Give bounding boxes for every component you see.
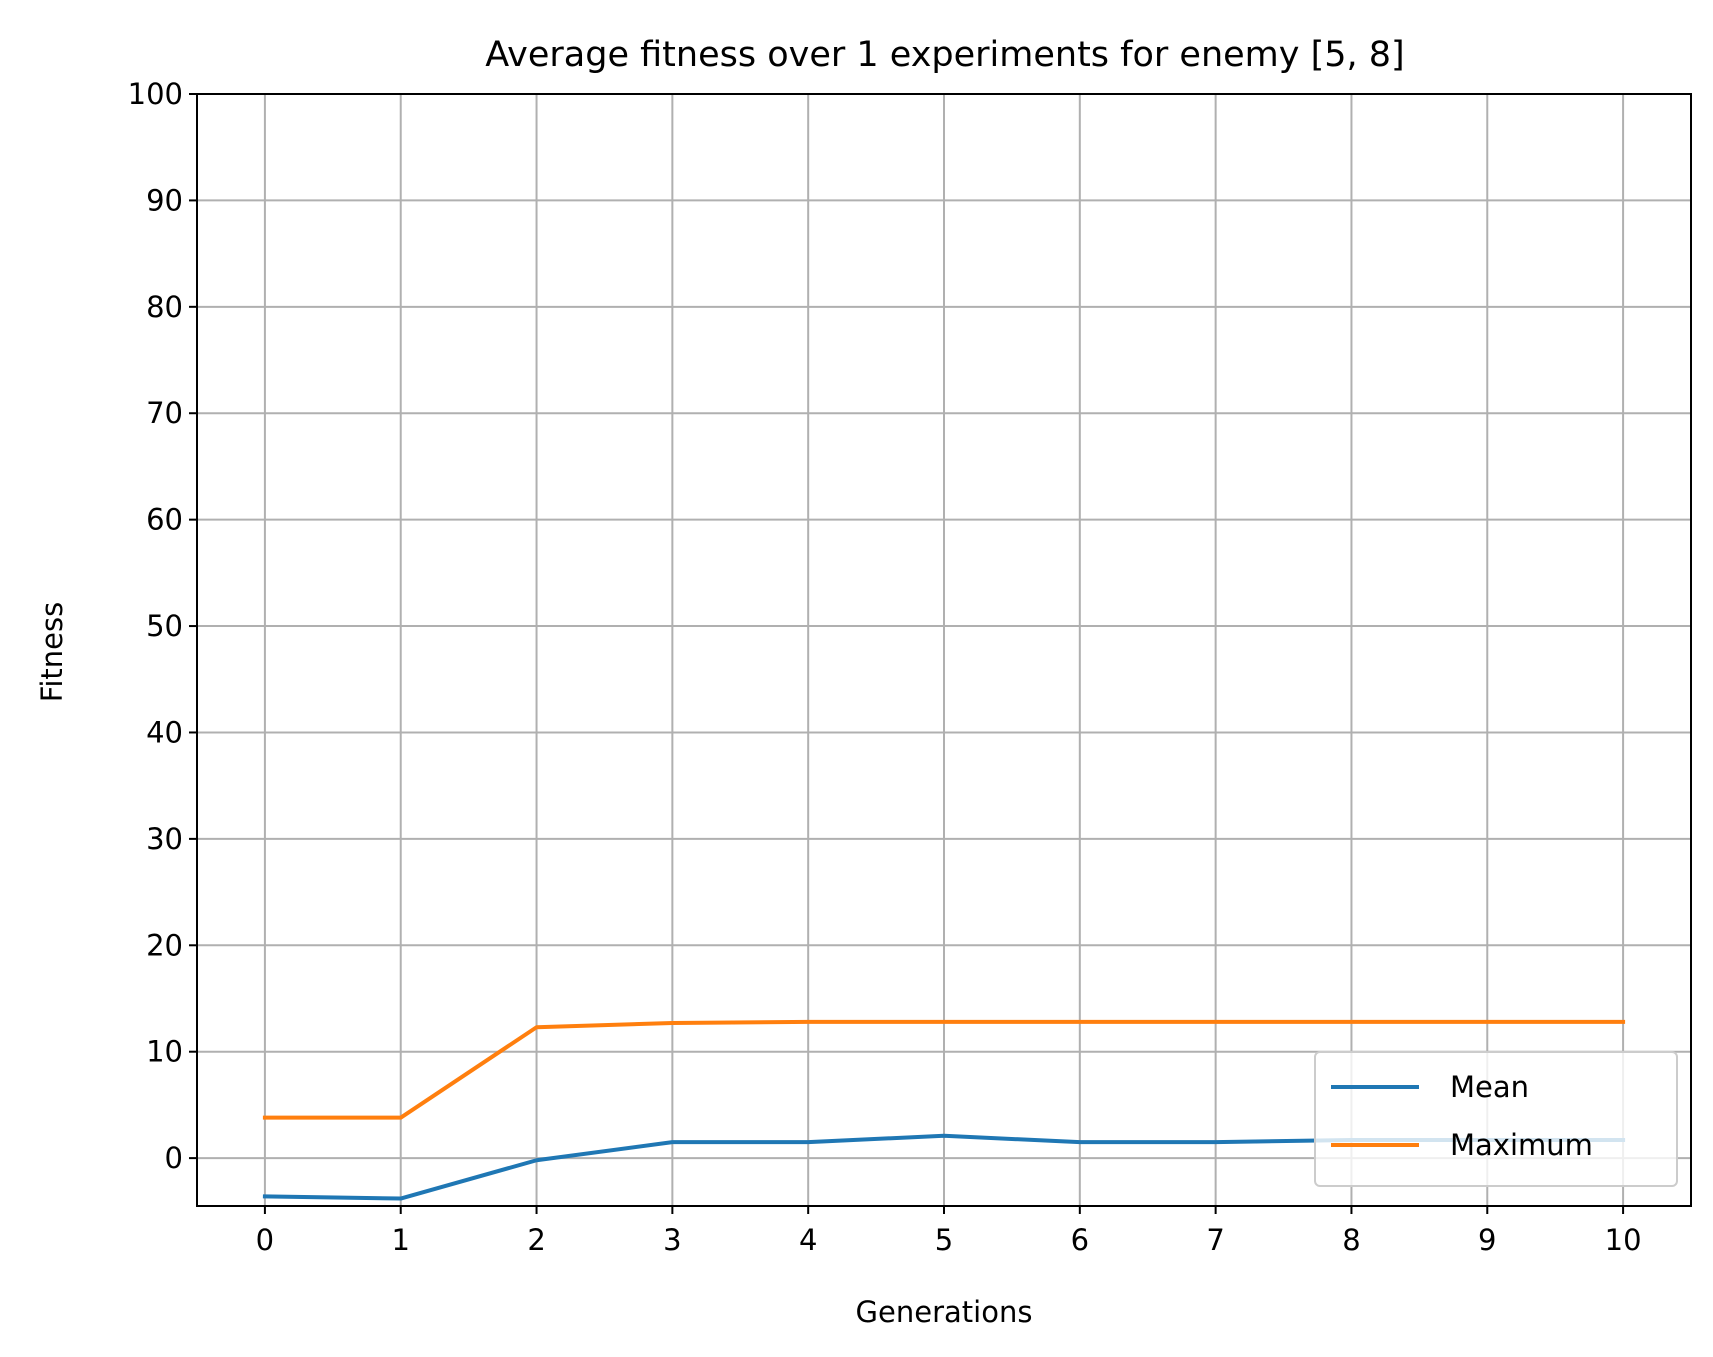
- legend-label: Mean: [1450, 1070, 1529, 1104]
- legend: Mean Maximum: [1314, 1051, 1678, 1187]
- y-tick-label: 40: [146, 715, 183, 749]
- y-tick-label: 80: [146, 290, 183, 324]
- y-axis-ticks: 0 10 20 30 40 50 60 70 80 90 100: [128, 77, 197, 1175]
- x-tick-label: 8: [1342, 1223, 1360, 1257]
- x-tick-label: 1: [392, 1223, 410, 1257]
- series-line-maximum: [262, 1019, 1626, 1120]
- x-tick-label: 10: [1605, 1223, 1642, 1257]
- x-tick-label: 5: [935, 1223, 953, 1257]
- y-tick-label: 60: [146, 503, 183, 537]
- y-tick-label: 20: [146, 928, 183, 962]
- x-tick-label: 7: [1206, 1223, 1224, 1257]
- y-tick-label: 50: [146, 609, 183, 643]
- legend-label: Maximum: [1450, 1128, 1593, 1162]
- y-axis-label: Fitness: [35, 602, 69, 702]
- x-axis-label: Generations: [856, 1295, 1033, 1329]
- y-tick-label: 90: [146, 183, 183, 217]
- y-tick-label: 30: [146, 822, 183, 856]
- y-tick-label: 100: [128, 77, 183, 111]
- x-tick-label: 9: [1478, 1223, 1496, 1257]
- x-axis-ticks: 0 1 2 3 4 5 6 7 8 9 10: [256, 1206, 1642, 1257]
- x-tick-label: 6: [1071, 1223, 1089, 1257]
- x-tick-label: 2: [527, 1223, 545, 1257]
- y-tick-label: 0: [165, 1141, 183, 1175]
- x-tick-label: 0: [256, 1223, 274, 1257]
- chart-title: Average fitness over 1 experiments for e…: [485, 35, 1404, 75]
- y-tick-label: 10: [146, 1035, 183, 1069]
- y-tick-label: 70: [146, 396, 183, 430]
- x-tick-label: 3: [663, 1223, 681, 1257]
- x-tick-label: 4: [799, 1223, 817, 1257]
